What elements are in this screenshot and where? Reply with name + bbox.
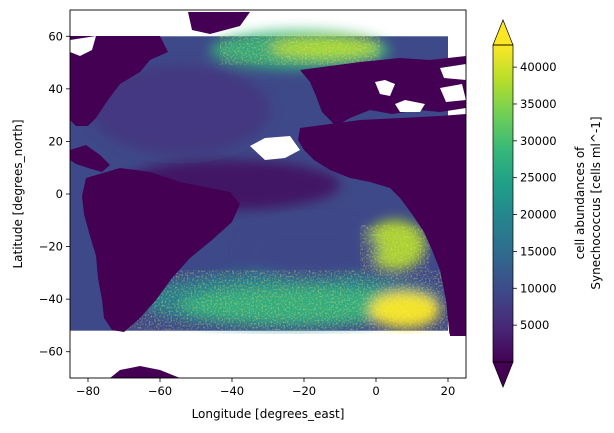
region-south-gyre — [240, 220, 380, 280]
x-tick-label: 20 — [441, 384, 456, 398]
land-antarctica — [110, 366, 180, 378]
y-axis-label: Latitude [degrees_north] — [11, 119, 25, 268]
y-tick-label: −60 — [39, 345, 63, 359]
colorbar-tick-label: 30000 — [520, 134, 557, 148]
colorbar-label-line1: cell abundances of — [573, 146, 587, 260]
colorbar-frame — [492, 44, 514, 363]
y-tick-label: −40 — [39, 292, 63, 306]
speckle-texture — [120, 35, 450, 330]
land-masses — [70, 12, 466, 378]
colorbar-ticks: 5000 10000 15000 20000 25000 30000 35000 40000 — [513, 60, 557, 332]
y-axis: −60 −40 −20 0 20 40 60 — [39, 29, 70, 359]
land-north-america — [70, 36, 168, 126]
y-tick-label: 60 — [48, 29, 63, 43]
region-north-subtropical — [90, 65, 270, 155]
colorbar-tick-label: 25000 — [520, 171, 557, 185]
x-axis-label: Longitude [degrees_east] — [192, 407, 345, 421]
x-tick-label: −60 — [148, 384, 172, 398]
colorbar: 500010000150002000025000300003500040000 … — [492, 19, 603, 388]
colorbar-tick-label: 15000 — [520, 244, 557, 258]
colorbar-tick-label: 20000 — [520, 208, 557, 222]
colorbar-label-line2: Synechococcus [cells ml^-1] — [589, 116, 603, 289]
y-tick-label: −20 — [39, 240, 63, 254]
x-tick-label: −40 — [220, 384, 244, 398]
y-tick-label: 20 — [48, 134, 63, 148]
land-central-america — [70, 145, 110, 172]
colorbar-tick-label: 5000 — [520, 318, 549, 332]
colorbar-extend-max — [492, 19, 514, 46]
y-tick-label: 40 — [48, 82, 63, 96]
x-tick-label: −20 — [292, 384, 316, 398]
colorbar-tick-label: 40000 — [520, 60, 557, 74]
y-tick-label: 0 — [56, 187, 63, 201]
land-africa — [298, 114, 466, 378]
colorbar-tick-label: 10000 — [520, 281, 557, 295]
land-south-america — [82, 168, 240, 332]
x-axis: −80 −60 −40 −20 0 20 — [76, 378, 455, 398]
map-plot-area — [70, 10, 466, 378]
land-greenland — [188, 12, 250, 34]
colorbar-gradient — [493, 45, 513, 362]
missing-data — [70, 36, 466, 378]
colorbar-extend-min — [492, 361, 514, 388]
x-tick-label: 0 — [372, 384, 379, 398]
x-tick-label: −80 — [76, 384, 100, 398]
colorbar-tick-label: 35000 — [520, 97, 557, 111]
